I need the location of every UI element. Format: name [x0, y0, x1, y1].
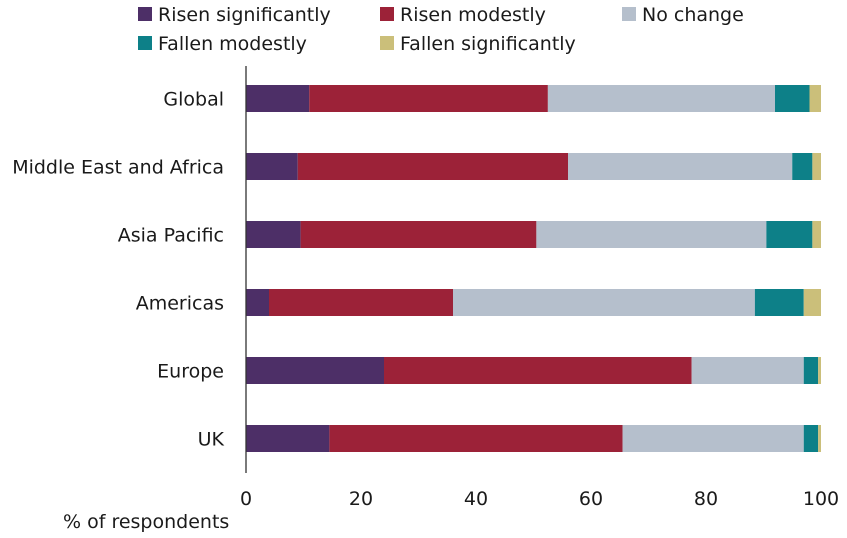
bar-segment	[766, 221, 813, 248]
bar-segment	[792, 153, 813, 180]
bar-segment	[246, 425, 330, 452]
x-axis-label: % of respondents	[63, 511, 229, 533]
bar-segment	[812, 221, 821, 248]
bar-segment	[300, 221, 537, 248]
legend-swatch	[380, 7, 394, 21]
x-tick-label: 60	[579, 488, 603, 510]
legend-swatch	[138, 7, 152, 21]
bar-segment	[775, 85, 810, 112]
bar-segment	[803, 289, 821, 316]
bar-segment	[309, 85, 548, 112]
bar-segment	[453, 289, 755, 316]
category-label: Americas	[136, 293, 224, 315]
bar-segment	[246, 289, 269, 316]
category-label: Asia Pacific	[118, 225, 224, 247]
legend-swatch	[622, 7, 636, 21]
bar-segment	[809, 85, 821, 112]
bar-segment	[818, 357, 821, 384]
bar-segment	[622, 425, 804, 452]
bar-segment	[812, 153, 821, 180]
bar-segment	[246, 221, 301, 248]
bar-segment	[329, 425, 623, 452]
x-tick-label: 100	[803, 488, 839, 510]
legend-label: Fallen significantly	[400, 33, 576, 55]
bar-segment	[297, 153, 568, 180]
bar-segment	[536, 221, 767, 248]
bar-segment	[547, 85, 775, 112]
legend: Risen significantly Risen modestly No chan…	[138, 4, 744, 55]
bar-segment	[384, 357, 692, 384]
bar-segment	[568, 153, 793, 180]
bar-segment	[803, 357, 819, 384]
category-label: Middle East and Africa	[12, 157, 224, 179]
x-tick-label: 80	[694, 488, 718, 510]
bar-segment	[691, 357, 804, 384]
bar-segment	[246, 85, 310, 112]
bar-segment	[269, 289, 453, 316]
legend-swatch	[138, 36, 152, 50]
category-labels: Global Middle East and Africa Asia Pacific…	[12, 89, 224, 451]
legend-label: Risen modestly	[400, 4, 546, 26]
bar-segment	[246, 357, 384, 384]
legend-swatch	[380, 36, 394, 50]
x-tick-label: 20	[349, 488, 373, 510]
category-label: Global	[163, 89, 224, 111]
legend-label: Risen significantly	[158, 4, 331, 26]
legend-label: Fallen modestly	[158, 33, 307, 55]
legend-label: No change	[642, 4, 744, 26]
category-label: Europe	[157, 361, 224, 383]
x-tick-labels: 0 20 40 60 80 100	[240, 488, 839, 510]
x-tick-label: 40	[464, 488, 488, 510]
category-label: UK	[198, 429, 225, 451]
bars	[246, 85, 821, 452]
bar-segment	[803, 425, 819, 452]
bar-segment	[754, 289, 804, 316]
x-tick-label: 0	[240, 488, 252, 510]
bar-segment	[246, 153, 298, 180]
bar-segment	[818, 425, 821, 452]
